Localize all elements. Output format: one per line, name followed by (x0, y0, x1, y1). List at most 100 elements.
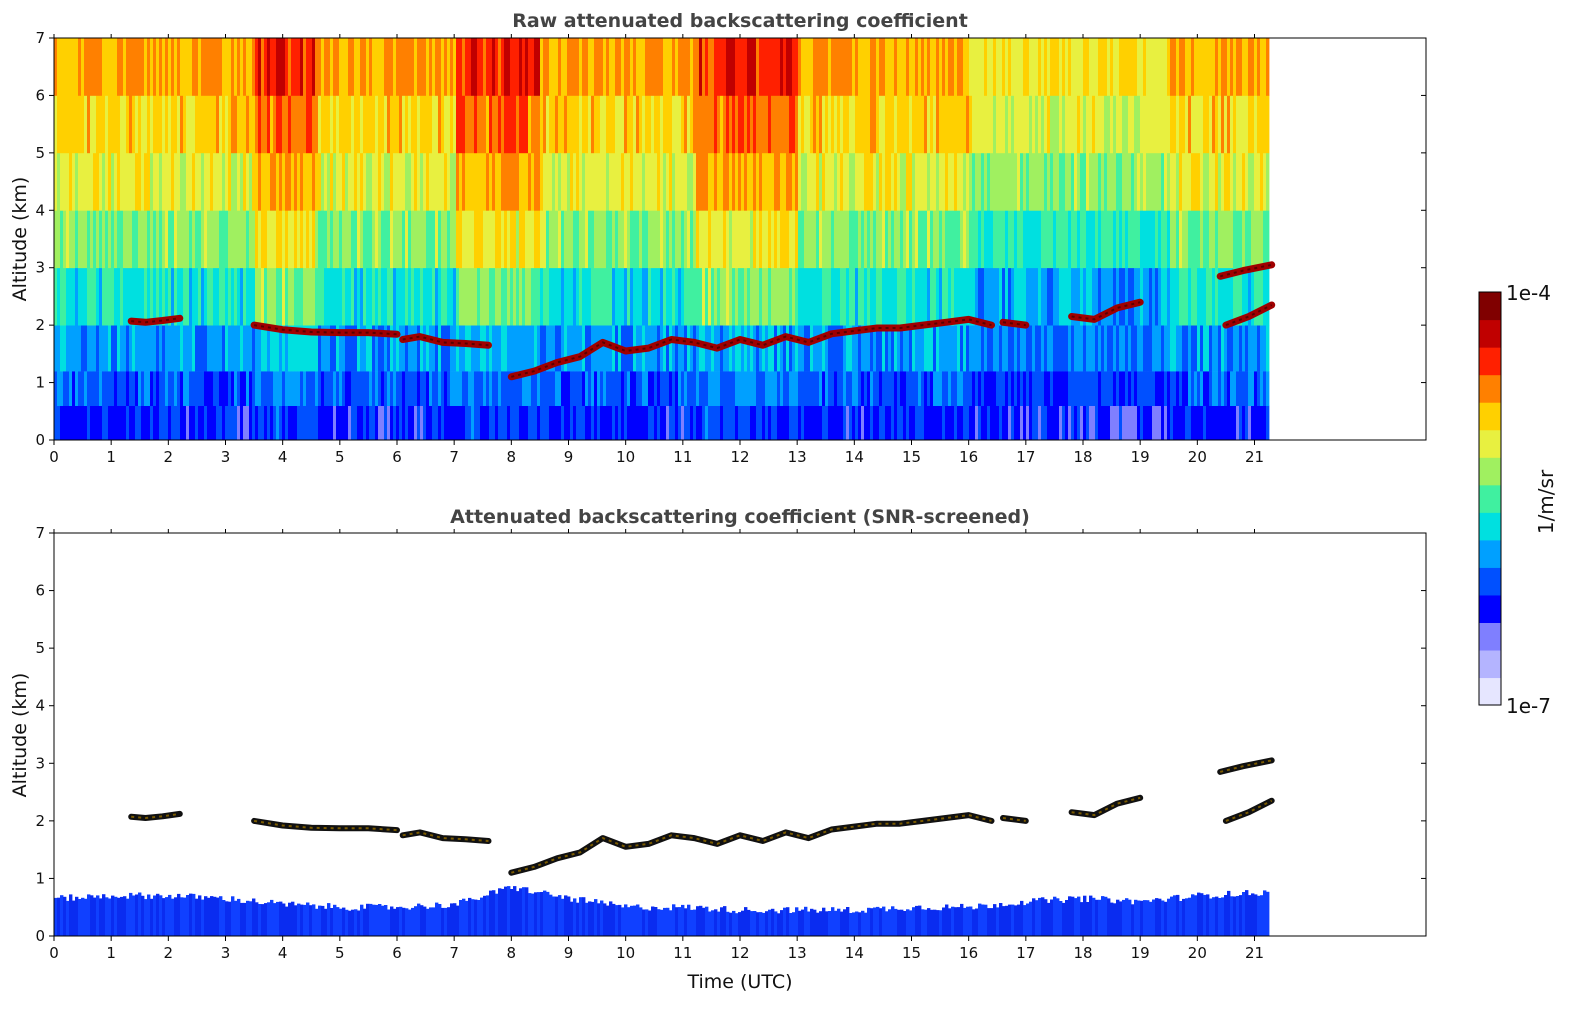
heat-cell (1149, 405, 1153, 440)
heat-cell (1152, 405, 1156, 440)
heat-cell (1206, 152, 1210, 211)
heat-cell (648, 210, 652, 269)
heat-cell (741, 152, 745, 211)
heat-cell (438, 38, 442, 96)
heat-cell (1092, 371, 1096, 406)
heat-cell (354, 95, 358, 154)
heat-cell (984, 267, 988, 326)
heat-cell (969, 405, 973, 440)
heat-cell (258, 210, 262, 269)
heat-cell (426, 95, 430, 154)
heat-cell (615, 371, 619, 406)
heat-cell (69, 38, 73, 96)
heat-cell (75, 95, 79, 154)
heat-cell (1164, 95, 1168, 154)
heat-cell (354, 210, 358, 269)
heat-cell (1020, 405, 1024, 440)
boundary-layer-cell (867, 907, 871, 936)
heat-cell (159, 371, 163, 406)
heat-cell (975, 210, 979, 269)
heat-cell (168, 38, 172, 96)
boundary-layer-cell (981, 904, 985, 936)
boundary-layer-cell (630, 905, 634, 936)
heat-cell (636, 267, 640, 326)
colorbar-swatch (1479, 484, 1501, 513)
heat-cell (675, 152, 679, 211)
heat-cell (63, 152, 67, 211)
heat-cell (1137, 405, 1141, 440)
heat-cell (171, 152, 175, 211)
heat-cell (261, 325, 265, 372)
heat-cell (495, 210, 499, 269)
heat-cell (567, 371, 571, 406)
heat-cell (270, 267, 274, 326)
heat-cell (1020, 267, 1024, 326)
heat-cell (1155, 210, 1159, 269)
heat-cell (264, 38, 268, 96)
heat-cell (477, 405, 481, 440)
heat-cell (204, 405, 208, 440)
boundary-layer-cell (852, 912, 856, 936)
boundary-layer-cell (54, 897, 58, 936)
heat-cell (432, 325, 436, 372)
heat-cell (1197, 371, 1201, 406)
boundary-layer-cell (819, 911, 823, 936)
heat-cell (165, 405, 169, 440)
heat-cell (1080, 95, 1084, 154)
boundary-layer-cell (1098, 899, 1102, 936)
boundary-layer-cell (1173, 895, 1177, 936)
heat-cell (135, 38, 139, 96)
heat-cell (363, 152, 367, 211)
heat-cell (651, 405, 655, 440)
heat-cell (138, 152, 142, 211)
heat-cell (429, 38, 433, 96)
heat-cell (900, 325, 904, 372)
x-tick-label: 3 (221, 944, 231, 962)
y-tick-label: 4 (35, 697, 45, 715)
heat-cell (435, 152, 439, 211)
heat-cell (1134, 325, 1138, 372)
heat-cell (117, 371, 121, 406)
heat-cell (66, 405, 70, 440)
heat-cell (1170, 371, 1174, 406)
heat-cell (618, 152, 622, 211)
heat-cell (672, 267, 676, 326)
heat-cell (531, 38, 535, 96)
boundary-layer-cell (369, 903, 373, 936)
heat-cell (1263, 38, 1267, 96)
boundary-layer-cell (204, 896, 208, 936)
heat-cell (228, 152, 232, 211)
heat-cell (708, 405, 712, 440)
heat-cell (966, 267, 970, 326)
boundary-layer-cell (606, 905, 610, 936)
heat-cell (378, 95, 382, 154)
heat-cell (537, 152, 541, 211)
heat-cell (819, 371, 823, 406)
boundary-layer-cell (1095, 899, 1099, 936)
heat-cell (408, 210, 412, 269)
boundary-layer-cell (147, 894, 151, 936)
heat-cell (309, 405, 313, 440)
heat-cell (1221, 371, 1225, 406)
heat-cell (981, 152, 985, 211)
cloud-layer-core (253, 819, 398, 832)
heat-cell (177, 267, 181, 326)
heat-cell (804, 210, 808, 269)
heat-cell (996, 325, 1000, 372)
heat-cell (1206, 95, 1210, 154)
heat-cell (711, 95, 715, 154)
heat-cell (1107, 325, 1111, 372)
heat-cell (66, 152, 70, 211)
boundary-layer-cell (378, 904, 382, 936)
heat-cell (858, 38, 862, 96)
heat-cell (651, 38, 655, 96)
heat-cell (903, 38, 907, 96)
heat-cell (375, 95, 379, 154)
heat-cell (234, 267, 238, 326)
heat-cell (1245, 371, 1249, 406)
heat-cell (111, 405, 115, 440)
heat-cell (870, 267, 874, 326)
heat-cell (1245, 38, 1249, 96)
heat-cell (912, 95, 916, 154)
heat-cell (921, 95, 925, 154)
